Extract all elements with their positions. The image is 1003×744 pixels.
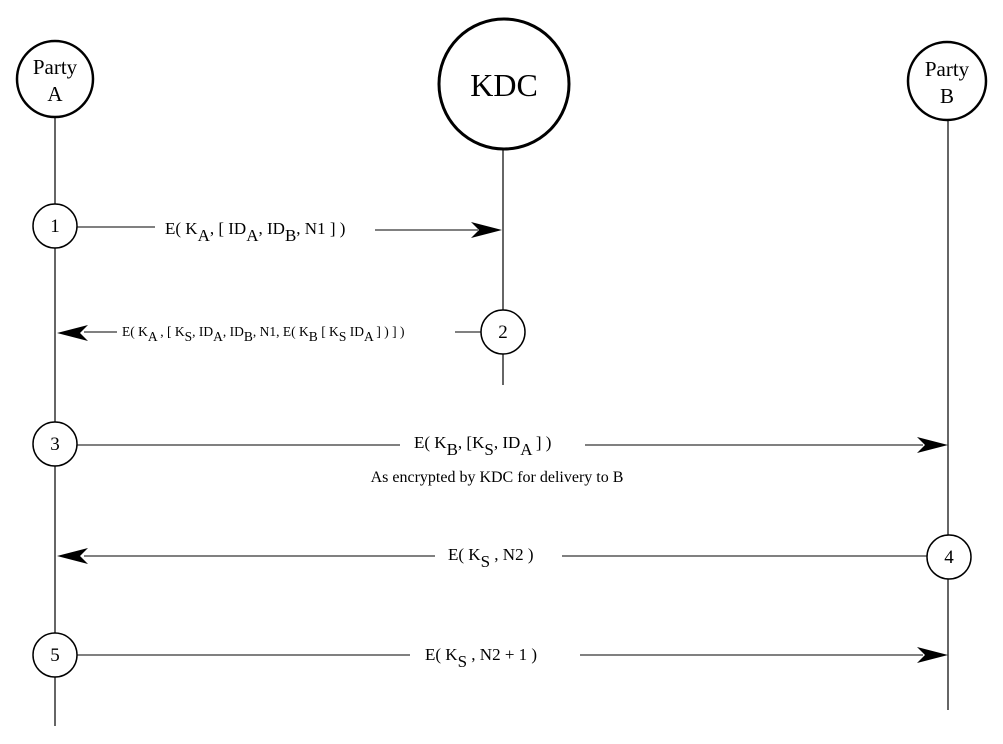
step-3-number: 3: [50, 434, 60, 455]
formula-subscript: B: [309, 329, 318, 344]
step-4-number: 4: [944, 547, 954, 568]
formula-text: , ID: [494, 433, 520, 452]
formula-text: , [ ID: [210, 219, 246, 238]
formula-subscript: A: [198, 226, 211, 245]
message-5: E( KS , N2 + 1 ): [77, 645, 948, 671]
formula-subscript: S: [458, 652, 467, 671]
formula-subscript: A: [148, 329, 158, 344]
formula-text: , [ K: [157, 324, 185, 339]
party-a-label-line2: A: [47, 82, 63, 106]
message-4-text: E( KS , N2 ): [448, 545, 534, 571]
arrow-right-icon: [917, 437, 948, 453]
formula-subscript: S: [339, 329, 347, 344]
formula-text: E( K: [425, 645, 458, 664]
formula-text: ] ) ] ): [373, 324, 404, 339]
formula-text: ID: [346, 324, 364, 339]
arrow-right-icon: [471, 222, 502, 238]
formula-subscript: S: [185, 329, 193, 344]
formula-text: , N2 ): [490, 545, 533, 564]
formula-text: E( K: [448, 545, 481, 564]
step-2-number: 2: [498, 322, 508, 343]
message-2-text: E( KA , [ KS, IDA, IDB, N1, E( KB [ KS I…: [122, 324, 404, 344]
message-1: E( KA, [ IDA, IDB, N1 ] ): [77, 219, 502, 245]
arrow-right-icon: [917, 647, 948, 663]
formula-text: [ K: [318, 324, 339, 339]
message-3-text: E( KB, [KS, IDA ] ): [414, 433, 551, 459]
step-5: 5: [32, 632, 78, 678]
formula-subscript: A: [364, 329, 374, 344]
formula-text: , [K: [458, 433, 485, 452]
step-1-number: 1: [50, 216, 60, 237]
step-5-number: 5: [50, 645, 60, 666]
party-a-node: Party A: [15, 39, 95, 119]
step-3: 3: [32, 421, 78, 467]
message-5-text: E( KS , N2 + 1 ): [425, 645, 537, 671]
message-1-text: E( KA, [ IDA, IDB, N1 ] ): [165, 219, 345, 245]
arrow-left-icon: [57, 548, 88, 564]
formula-text: , ID: [259, 219, 285, 238]
message-3: E( KB, [KS, IDA ] ) As encrypted by KDC …: [77, 433, 948, 486]
formula-text: E( K: [122, 324, 148, 339]
party-b-node: Party B: [906, 40, 988, 122]
formula-subscript: B: [447, 440, 458, 459]
formula-subscript: B: [244, 329, 253, 344]
step-4: 4: [926, 534, 972, 580]
formula-subscript: B: [285, 226, 296, 245]
step-2: 2: [480, 309, 526, 355]
formula-text: , ID: [192, 324, 213, 339]
step-1: 1: [32, 203, 78, 249]
formula-subscript: A: [520, 440, 533, 459]
party-b-label-line2: B: [940, 84, 954, 108]
formula-subscript: A: [213, 329, 223, 344]
message-3-note: As encrypted by KDC for delivery to B: [371, 469, 624, 486]
formula-text: E( K: [414, 433, 447, 452]
party-a-label-line1: Party: [33, 55, 78, 79]
formula-text: , N1 ] ): [296, 219, 345, 238]
kdc-label: KDC: [470, 67, 538, 103]
formula-text: ] ): [532, 433, 552, 452]
party-b-label-line1: Party: [925, 57, 970, 81]
arrow-left-icon: [57, 325, 88, 341]
message-2: E( KA , [ KS, IDA, IDB, N1, E( KB [ KS I…: [57, 324, 481, 344]
message-4: E( KS , N2 ): [57, 545, 927, 571]
formula-text: , N1, E( K: [253, 324, 309, 339]
formula-subscript: S: [481, 552, 490, 571]
formula-subscript: A: [246, 226, 259, 245]
formula-text: , ID: [223, 324, 244, 339]
formula-text: E( K: [165, 219, 198, 238]
kdc-node: KDC: [437, 17, 571, 151]
formula-subscript: S: [484, 440, 493, 459]
formula-text: , N2 + 1 ): [467, 645, 537, 664]
